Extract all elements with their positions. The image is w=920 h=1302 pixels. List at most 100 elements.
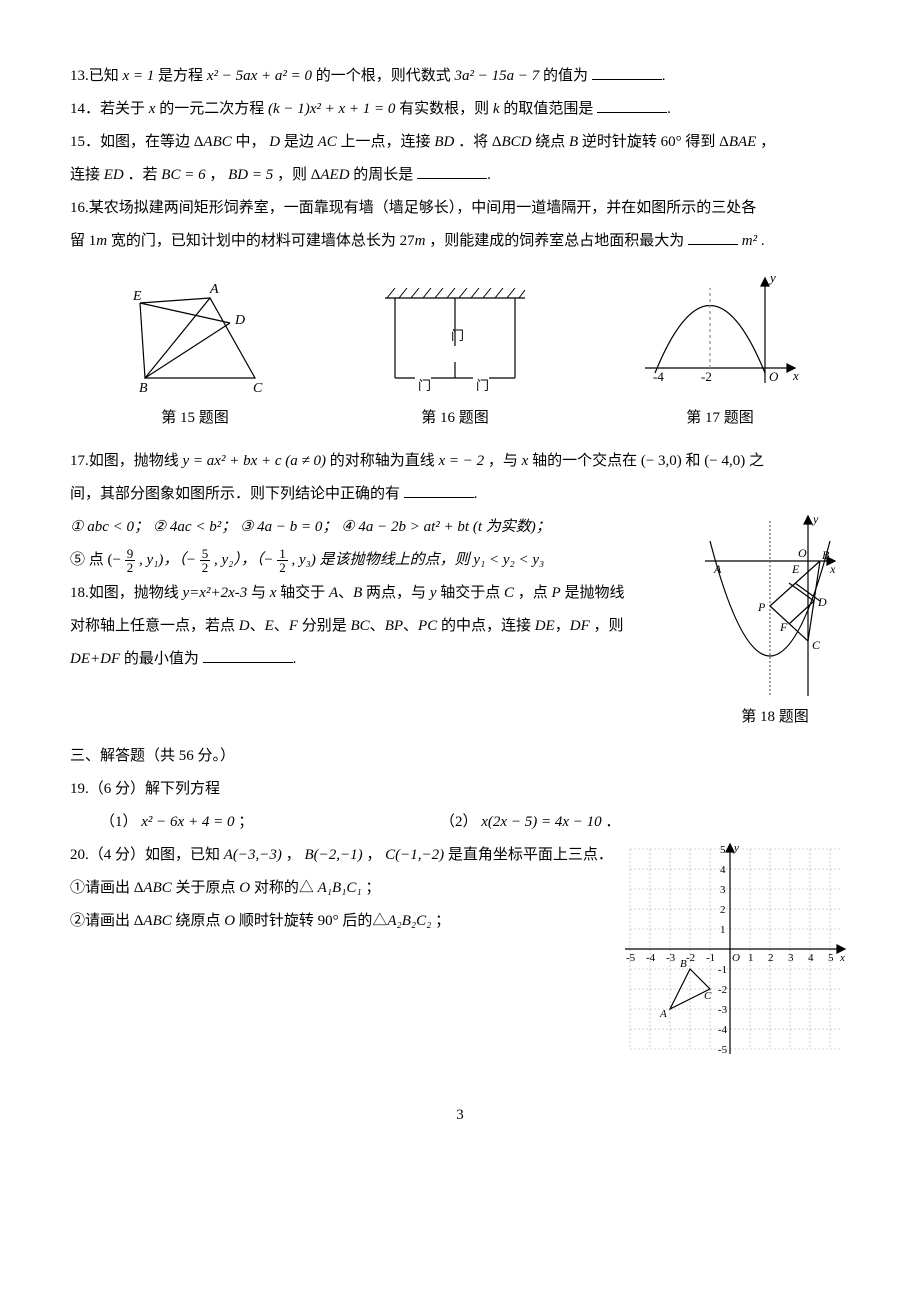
text: 15．如图，在等边 Δ	[70, 134, 203, 150]
pt: D	[234, 313, 245, 328]
text: , y₁)，（−	[139, 552, 196, 568]
label: （1）	[100, 814, 138, 830]
answer-blank	[592, 64, 662, 80]
axis: y	[733, 842, 739, 854]
question-13: 13.已知 x = 1 是方程 x² − 5ax + a² = 0 的一个根，则…	[70, 60, 850, 93]
text: ．将 Δ	[458, 134, 501, 150]
math: BD = 5	[228, 167, 273, 183]
text: 宽的门，已知计划中的材料可建墙体总长为 27	[111, 233, 415, 249]
text: 的值为	[543, 68, 588, 84]
label: AED	[320, 167, 349, 183]
text: ⑤ 点 (−	[70, 552, 121, 568]
answer-blank	[417, 163, 487, 179]
origin: O	[769, 369, 779, 384]
pt: E	[265, 618, 274, 634]
question-17: 17.如图，抛物线 y = ax² + bx + c (a ≠ 0) 的对称轴为…	[70, 445, 850, 511]
svg-text:-2: -2	[718, 984, 727, 996]
label: BCD	[501, 134, 531, 150]
answer-blank	[688, 229, 738, 245]
axis: x	[829, 562, 836, 576]
pt: B	[353, 585, 362, 601]
math: x(2x − 5) = 4x − 10	[481, 814, 601, 830]
question-18: 18.如图，抛物线 y=x²+2x-3 与 x 轴交于 A、B 两点，与 y 轴…	[70, 577, 690, 676]
tri: A₁B₁C₁	[318, 880, 362, 896]
text: 有实数根，则	[399, 101, 493, 117]
question-20: 20.（4 分）如图，已知 A(−3,−3) ， B(−2,−1) ， C(−1…	[70, 839, 614, 872]
unit: m	[415, 233, 426, 249]
text: 轴的一个交点在 (− 3,0) 和 (− 4,0) 之	[532, 453, 764, 469]
tick: -2	[701, 369, 712, 384]
tick: -4	[653, 369, 664, 384]
text: 是直角坐标平面上三点．	[448, 847, 613, 863]
pt: O	[224, 913, 235, 929]
opt: ④ 4a − 2b > at² + bt (t 为实数)；	[341, 519, 551, 535]
label: D	[269, 134, 280, 150]
svg-text:-2: -2	[686, 952, 695, 964]
opt: ③ 4a − b = 0；	[240, 519, 337, 535]
svg-text:-1: -1	[706, 952, 715, 964]
axis: y	[812, 512, 819, 526]
question-15: 15．如图，在等边 ΔABC 中， D 是边 AC 上一点，连接 BD ．将 Δ…	[70, 126, 850, 192]
svg-text:-3: -3	[718, 1004, 728, 1016]
figure-17: y x -4 -2 O	[635, 268, 805, 398]
figure-row: E A D B C	[70, 268, 850, 398]
var: y	[430, 585, 437, 601]
answer-blank	[203, 647, 293, 663]
text: , y₂），（−	[214, 552, 274, 568]
text: 20.（4 分）如图，已知	[70, 847, 224, 863]
text: 16.某农场拟建两间矩形饲养室，一面靠现有墙（墙足够长），中间用一道墙隔开，并在…	[70, 200, 756, 216]
door-label: 门	[476, 378, 489, 393]
text: ；	[365, 880, 380, 896]
math: BC = 6	[161, 167, 205, 183]
text: 的中点，连接	[441, 618, 535, 634]
fraction: 52	[200, 547, 211, 574]
tri: A₂B₂C₂	[387, 913, 431, 929]
section-3-title: 三、解答题（共 56 分。）	[70, 740, 850, 773]
svg-text:-4: -4	[646, 952, 656, 964]
pt: A	[329, 585, 338, 601]
pt: C	[504, 585, 514, 601]
svg-text:2: 2	[768, 952, 774, 964]
question-14: 14．若关于 x 的一元二次方程 (k − 1)x² + x + 1 = 0 有…	[70, 93, 850, 126]
text: ，	[760, 134, 775, 150]
math: x = − 2	[439, 453, 485, 469]
var: k	[493, 101, 500, 117]
text: ，	[366, 847, 381, 863]
pt: P	[757, 600, 766, 614]
pt: O	[239, 880, 250, 896]
pt: O	[798, 546, 807, 560]
text: ②请画出 Δ	[70, 913, 143, 929]
text: ，点	[518, 585, 552, 601]
q20-part2: ②请画出 ΔABC 绕原点 O 顺时针旋转 90° 后的△A₂B₂C₂ ；	[70, 905, 614, 938]
text: 连接	[70, 167, 104, 183]
text: 间，其部分图象如图所示．则下列结论中正确的有	[70, 486, 400, 502]
text: 与	[251, 585, 270, 601]
page-number: 3	[70, 1099, 850, 1132]
svg-text:1: 1	[720, 924, 726, 936]
text: 逆时针旋转 60° 得到 Δ	[582, 134, 729, 150]
text: 是边	[284, 134, 318, 150]
pt: A	[713, 562, 722, 576]
label: ABC	[203, 134, 231, 150]
text: ，	[209, 167, 228, 183]
axis: x	[792, 368, 799, 383]
math: x = 1	[123, 68, 155, 84]
opt: ① abc < 0；	[70, 519, 149, 535]
label: B	[569, 134, 578, 150]
pt: E	[791, 562, 800, 576]
svg-text:-5: -5	[718, 1044, 728, 1056]
text: 是抛物线	[564, 585, 624, 601]
text: ①请画出 Δ	[70, 880, 143, 896]
question-19: 19.（6 分）解下列方程	[70, 773, 850, 806]
text: ；	[435, 913, 450, 929]
figure-20: y x 543 21 -1-2-3 -4-5 -5-4-3 -2-1 O 123…	[620, 839, 850, 1059]
door-label: 门	[451, 328, 464, 343]
text: 两点，与	[366, 585, 430, 601]
text: 对称的△	[254, 880, 318, 896]
text: 19.（6 分）解下列方程	[70, 781, 220, 797]
text: 顺时针旋转 90° 后的△	[239, 913, 388, 929]
text: 对称轴上任意一点，若点	[70, 618, 239, 634]
math: y=x²+2x-3	[183, 585, 248, 601]
pt: B	[139, 381, 148, 396]
text: 的最小值为	[124, 651, 199, 667]
